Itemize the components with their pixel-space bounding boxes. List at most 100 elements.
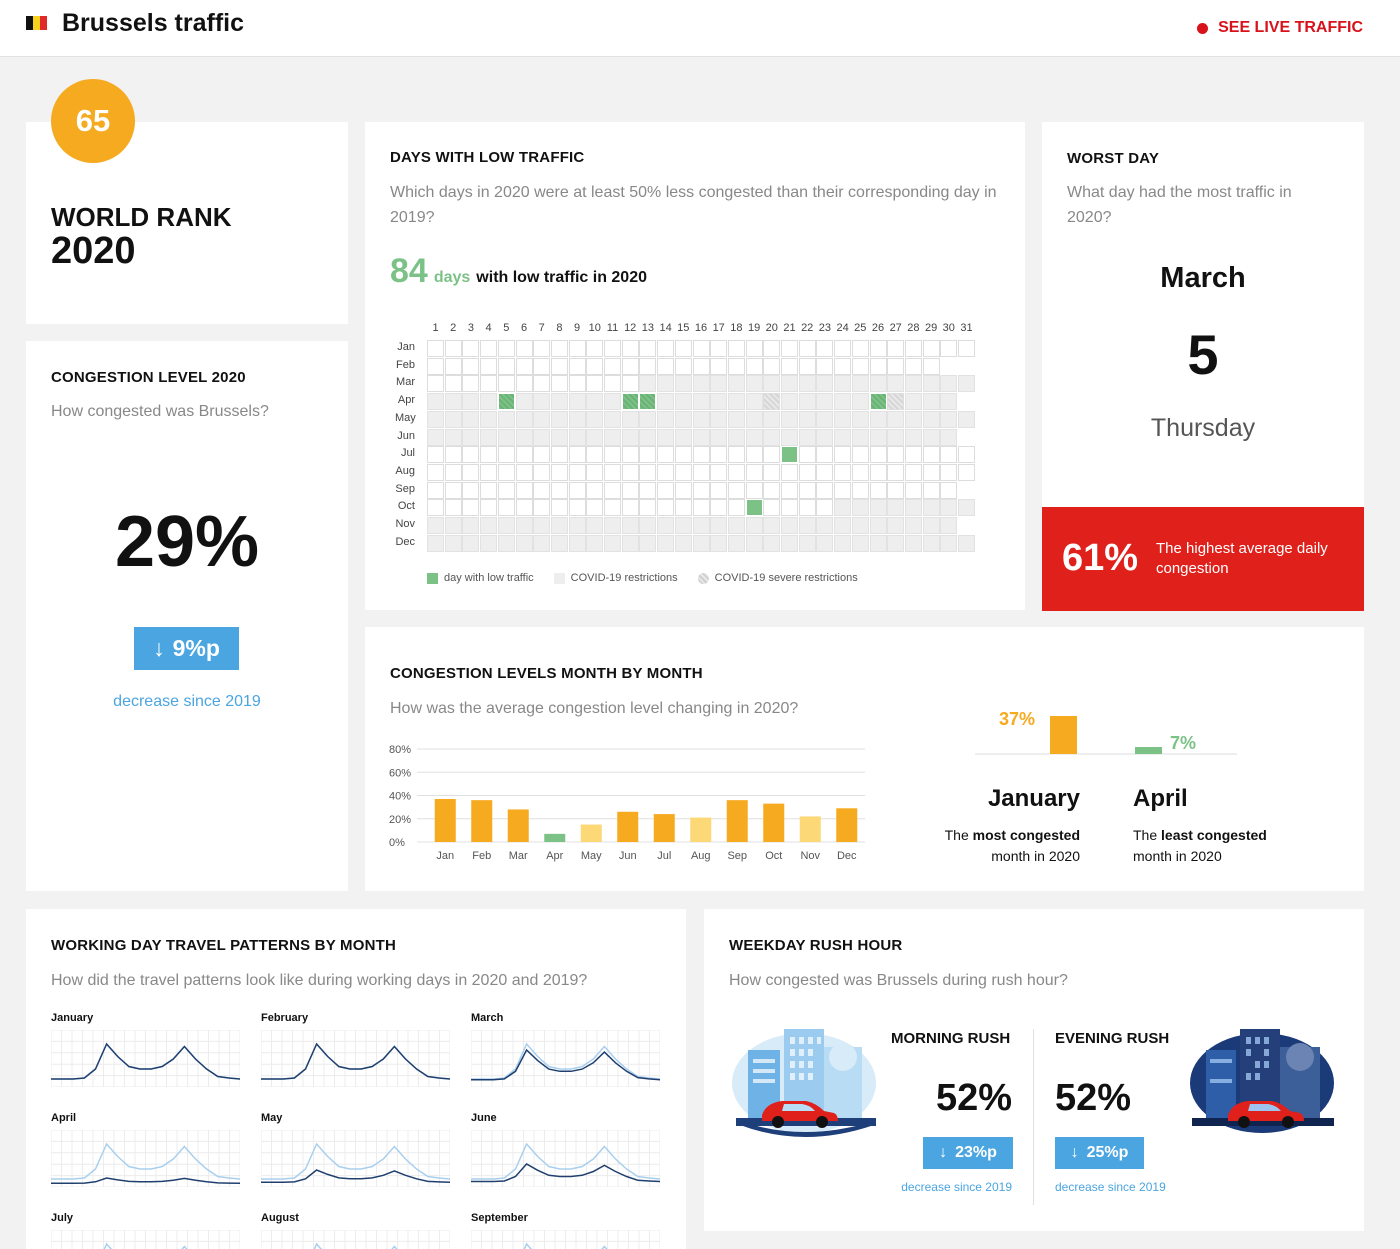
- calendar-day-cell: [887, 393, 905, 411]
- calendar-day-number: 18: [730, 322, 743, 334]
- calendar-day-number: 28: [907, 322, 920, 334]
- calendar-day-cell: [727, 393, 745, 411]
- calendar-day-cell: [427, 517, 444, 534]
- travel-line-2020: [471, 1163, 660, 1183]
- calendar-day-cell: [568, 375, 586, 393]
- calendar-day-cell: [745, 340, 763, 357]
- calendar-month-label: May: [395, 411, 416, 424]
- calendar-day-cell: [869, 499, 887, 517]
- calendar-day-cell: [904, 393, 922, 411]
- calendar-day-cell: [816, 481, 834, 499]
- calendar-day-cell: [674, 463, 692, 481]
- calendar-day-cell: [639, 357, 657, 375]
- calendar-day-cell: [586, 499, 604, 517]
- calendar-day-cell: [604, 357, 621, 375]
- calendar-month-label: Dec: [395, 535, 415, 548]
- legend-severe: COVID-19 severe restrictions: [697, 572, 858, 584]
- calendar-day-cell: [904, 481, 922, 499]
- calendar-day-cell: [727, 428, 745, 446]
- calendar-day-cell: [674, 410, 692, 428]
- calendar-day-cell: [798, 375, 816, 393]
- calendar-month-label: Nov: [395, 518, 415, 530]
- calendar-day-cell: [834, 463, 852, 481]
- calendar-day-cell: [798, 463, 816, 481]
- calendar-day-cell: [745, 428, 763, 446]
- calendar-day-cell: [444, 463, 462, 481]
- calendar-day-number: 23: [818, 322, 832, 334]
- calendar-day-cell: [657, 446, 675, 464]
- y-tick-label: 20%: [389, 814, 411, 826]
- travel-line-2020: [261, 1169, 450, 1184]
- calendar-day-cell: [834, 534, 852, 552]
- calendar-day-cell: [781, 393, 798, 411]
- calendar-day-cell: [480, 534, 498, 552]
- most-congested-month: January: [987, 785, 1080, 812]
- calendar-day-cell: [940, 428, 958, 446]
- morning-rush-change-badge: ↓ 23%p: [923, 1137, 1013, 1169]
- bar-feb: [471, 800, 493, 842]
- calendar-day-cell: [904, 446, 922, 464]
- calendar-day-cell: [692, 481, 710, 499]
- world-rank-badge: 65: [51, 79, 135, 163]
- bar-oct: [763, 803, 785, 842]
- calendar-day-cell: [763, 463, 781, 481]
- calendar-month-label: Aug: [395, 464, 415, 477]
- calendar-day-cell: [904, 517, 922, 534]
- legend-covid: COVID-19 restrictions: [553, 572, 678, 584]
- calendar-day-cell: [692, 375, 710, 393]
- calendar-day-number: 6: [520, 322, 528, 334]
- travel-line-2019: [471, 1042, 660, 1080]
- calendar-day-cell: [462, 517, 480, 534]
- calendar-day-cell: [851, 446, 869, 464]
- congestion-level-title: CONGESTION LEVEL 2020: [51, 369, 246, 386]
- bar-mar: [507, 809, 529, 842]
- worst-day-card: WORST DAY What day had the most traffic …: [1042, 118, 1364, 611]
- calendar-day-cell: [798, 393, 816, 411]
- calendar-day-cell: [922, 393, 940, 411]
- calendar-day-cell: [444, 375, 462, 393]
- calendar-day-cell: [621, 446, 639, 464]
- travel-month-label: June: [471, 1112, 497, 1124]
- y-tick-label: 60%: [389, 767, 411, 779]
- calendar-day-cell: [834, 393, 852, 411]
- travel-line-2019: [471, 1142, 660, 1180]
- least-congested-month: April: [1133, 785, 1188, 812]
- rush-hour-question: How congested was Brussels during rush h…: [729, 972, 1068, 989]
- calendar-day-cell: [869, 393, 887, 411]
- travel-month-label: February: [261, 1012, 309, 1024]
- calendar-day-cell: [444, 357, 462, 375]
- calendar-day-number: 12: [624, 322, 637, 334]
- calendar-day-cell: [887, 375, 905, 393]
- calendar-day-cell: [940, 410, 958, 428]
- calendar-day-cell: [958, 410, 975, 428]
- low-traffic-count-unit: days: [433, 269, 471, 286]
- calendar-day-cell: [763, 410, 781, 428]
- calendar-day-cell: [568, 534, 586, 552]
- calendar-day-cell: [674, 499, 692, 517]
- calendar-day-cell: [639, 428, 657, 446]
- calendar-day-cell: [798, 481, 816, 499]
- calendar-day-cell: [745, 463, 763, 481]
- calendar-day-cell: [710, 499, 728, 517]
- calendar-day-cell: [604, 410, 621, 428]
- calendar-day-cell: [710, 375, 728, 393]
- x-tick-label: May: [581, 850, 602, 862]
- bar-nov: [799, 816, 821, 842]
- calendar-day-number: 1: [432, 322, 439, 334]
- calendar-day-cell: [922, 340, 940, 357]
- calendar-day-cell: [922, 463, 940, 481]
- see-live-traffic-link[interactable]: SEE LIVE TRAFFIC: [1197, 19, 1363, 37]
- low-traffic-title: DAYS WITH LOW TRAFFIC: [390, 149, 585, 166]
- calendar-day-number: 20: [765, 322, 778, 334]
- calendar-day-cell: [621, 463, 639, 481]
- travel-pattern-chart: [261, 1230, 450, 1249]
- see-live-traffic-label: SEE LIVE TRAFFIC: [1218, 19, 1363, 36]
- calendar-day-cell: [621, 357, 639, 375]
- monthly-congestion-question: How was the average congestion level cha…: [390, 700, 799, 717]
- calendar-day-cell: [816, 463, 834, 481]
- calendar-day-cell: [604, 446, 621, 464]
- legend-low-label: day with low traffic: [444, 572, 534, 584]
- calendar-day-cell: [869, 463, 887, 481]
- calendar-day-cell: [515, 517, 533, 534]
- calendar-day-cell: [816, 375, 834, 393]
